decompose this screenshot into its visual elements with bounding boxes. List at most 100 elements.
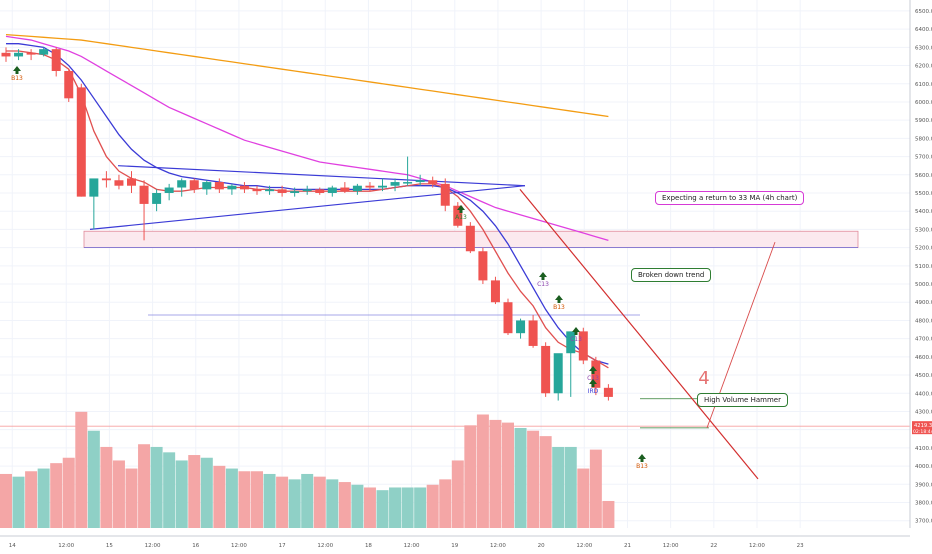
time-tick-label: 23 [797, 543, 804, 549]
price-tick-label: 5900.0 [915, 118, 932, 124]
td-sequential-label: IRD [588, 388, 599, 395]
candle-body [365, 185, 375, 188]
volume-bar [50, 463, 63, 528]
candle-body [265, 189, 275, 192]
volume-bar [0, 473, 12, 528]
price-tick-label: 5500.0 [915, 191, 932, 197]
volume-bar [451, 460, 464, 528]
volume-bar [276, 476, 289, 528]
candle-body [64, 71, 74, 99]
candle-body [302, 189, 312, 192]
candle-body [578, 331, 588, 361]
volume-bar [326, 479, 339, 528]
candle-body [428, 180, 438, 184]
price-tick-label: 4400.0 [915, 391, 932, 397]
candle-body [340, 187, 350, 192]
price-tick-label: 6000.0 [915, 100, 932, 106]
td-sequential-label: B13 [11, 75, 23, 82]
time-tick-label: 18 [365, 543, 372, 549]
candle-body [1, 52, 11, 57]
last-price-badge [912, 421, 932, 435]
candle-body [315, 189, 325, 193]
moving-average-line [5, 35, 609, 241]
up-arrow-icon [457, 205, 465, 213]
candle-body [89, 178, 99, 197]
volume-bar [376, 490, 389, 528]
candle-body [566, 331, 576, 354]
price-tick-label: 3800.0 [915, 501, 932, 507]
candle-body [591, 360, 601, 388]
price-tick-label: 3900.0 [915, 482, 932, 488]
volume-bar [414, 487, 427, 528]
callout-broken-trend: Broken down trend [631, 268, 712, 282]
volume-bar [288, 479, 301, 528]
up-arrow-icon [638, 454, 646, 462]
time-tick-label: 20 [538, 543, 545, 549]
candle-body [277, 189, 287, 193]
moving-average-line [5, 33, 609, 118]
price-tick-label: 5100.0 [915, 264, 932, 270]
time-tick-label: 17 [279, 543, 286, 549]
td-sequential-label: A13 [455, 214, 467, 221]
price-tick-label: 4100.0 [915, 446, 932, 452]
volume-bar [175, 460, 188, 528]
volume-bar [112, 460, 125, 528]
time-tick-label: 12:00 [749, 543, 765, 549]
price-tick-label: 5400.0 [915, 209, 932, 215]
volume-bar [426, 484, 439, 528]
volume-bar [263, 473, 276, 528]
candle-body [516, 320, 526, 334]
td-sequential-label: C13 [537, 281, 549, 288]
up-arrow-icon [589, 379, 597, 387]
volume-bar [163, 452, 176, 528]
moving-average-line [6, 43, 609, 365]
candle-body [528, 320, 538, 346]
volume-bar [200, 457, 213, 528]
candle-body [541, 345, 551, 394]
price-tick-label: 4900.0 [915, 300, 932, 306]
volume-bar [439, 479, 452, 528]
candle-body [252, 189, 262, 192]
td-sequential-label: B13 [553, 304, 565, 311]
up-arrow-icon [589, 366, 597, 374]
volume-bar [577, 468, 590, 528]
candle-body [202, 182, 212, 190]
volume-bar [75, 411, 88, 528]
candle-body [378, 185, 387, 188]
price-tick-label: 4300.0 [915, 409, 932, 415]
triangle-upper-line [117, 165, 526, 187]
volume-bar [539, 436, 552, 528]
price-tick-label: 6200.0 [915, 64, 932, 70]
downtrend-line [519, 188, 759, 480]
candle-body [390, 182, 400, 186]
candle-body [490, 280, 500, 303]
volume-bar [37, 468, 50, 528]
time-tick-label: 12:00 [58, 543, 74, 549]
countdown-label: 02:18:44 [913, 429, 932, 435]
volume-bar [62, 457, 75, 528]
price-tick-label: 6100.0 [915, 82, 932, 88]
candle-body [603, 387, 613, 397]
time-tick-label: 12:00 [145, 543, 161, 549]
volume-bar [87, 430, 100, 528]
candle-body [352, 185, 362, 192]
candle-body [465, 225, 475, 252]
time-tick-label: 19 [451, 543, 458, 549]
price-tick-label: 4700.0 [915, 337, 932, 343]
price-tick-label: 5700.0 [915, 155, 932, 161]
volume-bar [389, 487, 402, 528]
candle-body [139, 185, 149, 204]
volume-bar [476, 414, 489, 528]
volume-bar [25, 471, 38, 528]
volume-bar [238, 471, 251, 528]
candle-body [327, 187, 337, 193]
price-tick-label: 6400.0 [915, 27, 932, 33]
candle-body [290, 191, 300, 193]
volume-bar [527, 430, 540, 528]
candle-body [453, 205, 463, 226]
time-tick-label: 12:00 [576, 543, 592, 549]
time-tick-label: 22 [710, 543, 717, 549]
td-sequential-label: C13 [587, 375, 599, 382]
td-sequential-label: B13 [636, 463, 648, 470]
